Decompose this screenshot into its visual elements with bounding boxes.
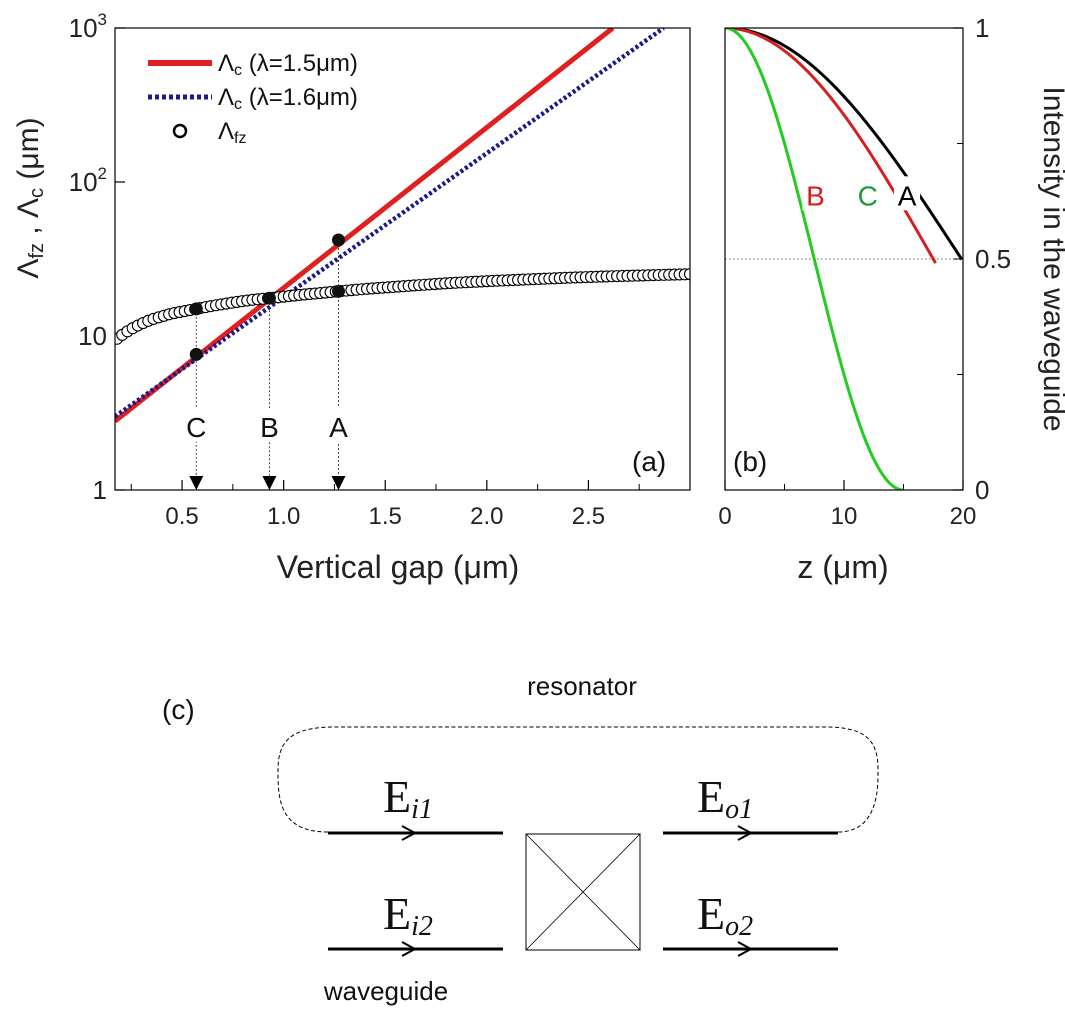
marker-label-bg: [183, 408, 210, 442]
panel-label-c: (c): [162, 694, 195, 725]
legend-entry-1: Λc (λ=1.5μm): [218, 50, 358, 79]
curve-c: [725, 28, 904, 490]
marker-arrowhead: [331, 476, 346, 490]
panel-label-a: (a): [632, 446, 666, 477]
x-tick-label-a: 2.5: [572, 503, 605, 530]
marker-label-bg: [325, 408, 352, 442]
highlight-point: [189, 302, 203, 316]
coupler-box: [525, 833, 641, 951]
highlight-point: [189, 347, 203, 361]
x-tick-label-a: 2.0: [470, 503, 503, 530]
arrow-out-upper: [737, 825, 754, 841]
highlight-point: [331, 233, 345, 247]
y-tick-label-a: 1: [93, 475, 107, 505]
x-tick-label-a: 1.5: [369, 503, 402, 530]
x-tick-label-b: 20: [950, 503, 977, 530]
marker-label: C: [186, 412, 206, 443]
field-label-eo2: Eo2: [697, 888, 753, 942]
marker-arrowhead: [262, 476, 277, 490]
y-tick-label-b: 0.5: [975, 244, 1011, 274]
chart-panel-a: 0.5 1.0 1.5 2.0 2.5 1 10 102 103 C B A Λc (λ=1.5μ…: [12, 10, 691, 585]
legend-a: Λc (λ=1.5μm) Λc (λ=1.6μm) Λfz: [148, 50, 358, 147]
x-axis-label-b: z (μm): [797, 549, 888, 585]
arrow-out-lower: [737, 941, 754, 957]
curve-label-bg: [894, 176, 921, 211]
marker-label: B: [260, 412, 279, 443]
marker-guides: [195, 240, 339, 478]
curve-label-bg: [802, 176, 829, 211]
y-tick-label-a: 10: [78, 321, 107, 351]
y-tick-label-b: 1: [975, 13, 989, 43]
plot-frame-b: [724, 27, 964, 491]
x-axis-label-a: Vertical gap (μm): [277, 549, 520, 585]
curve-label-b: B: [806, 180, 825, 211]
coupler-diagram: (c) resonator Ei1 Eo1 Ei2 Eo2 waveguide: [162, 671, 879, 1006]
legend-swatch-circle: [172, 123, 188, 139]
series-lambda-fz: [115, 268, 690, 345]
x-tick-label-b: 10: [831, 503, 858, 530]
y-tick-label-a: 102: [69, 164, 107, 197]
arrow-in-upper: [401, 825, 418, 841]
series-lambda-c-1-5: [115, 28, 615, 424]
curve-a: [725, 28, 963, 261]
y-ticks-a: 1 10 102 103: [69, 10, 125, 505]
highlight-point: [262, 291, 276, 305]
marker-arrowhead: [189, 476, 204, 490]
field-label-ei2: Ei2: [383, 888, 433, 942]
x-tick-label-b: 0: [718, 503, 731, 530]
marker-label-bg: [256, 408, 283, 442]
marker-label: A: [329, 412, 348, 443]
curve-labels-b: A B C: [802, 176, 921, 211]
x-tick-label-a: 0.5: [165, 503, 198, 530]
curve-label-bg: [854, 176, 881, 211]
legend-entry-2: Λc (λ=1.6μm): [218, 84, 358, 113]
highlight-point: [331, 284, 345, 298]
highlight-points: [189, 233, 345, 361]
x-ticks-a: 0.5 1.0 1.5 2.0 2.5: [130, 480, 640, 530]
y-axis-label-b: Intensity in the waveguide: [1037, 86, 1065, 431]
arrow-in-lower: [401, 941, 418, 957]
data-point-fz: [683, 268, 690, 281]
curve-label-a: A: [898, 180, 917, 211]
chart-panel-b: 0 10 20 0 0.5 1 A B C (b) z (μm) Intensity in …: [718, 13, 1065, 585]
y-tick-label-b: 0: [975, 475, 989, 505]
resonator-label: resonator: [527, 671, 637, 701]
x-ticks-b: 0 10 20: [718, 480, 976, 530]
resonator-loop: [277, 726, 879, 833]
waveguide-label: waveguide: [323, 976, 448, 1006]
coupler-diagonal-2: [525, 833, 641, 951]
curve-label-c: C: [858, 180, 878, 211]
field-label-eo1: Eo1: [697, 771, 753, 825]
panel-label-b: (b): [733, 446, 767, 477]
legend-entry-3: Λfz: [218, 118, 246, 147]
series-group-a: [115, 28, 690, 424]
y-tick-label-a: 103: [69, 10, 107, 43]
series-lambda-c-1-6: [115, 28, 665, 419]
x-tick-label-a: 1.0: [267, 503, 300, 530]
plot-frame-a: [114, 27, 691, 491]
y-axis-label-a: Λfz , Λc (μm): [12, 117, 48, 278]
field-label-ei1: Ei1: [383, 771, 433, 825]
